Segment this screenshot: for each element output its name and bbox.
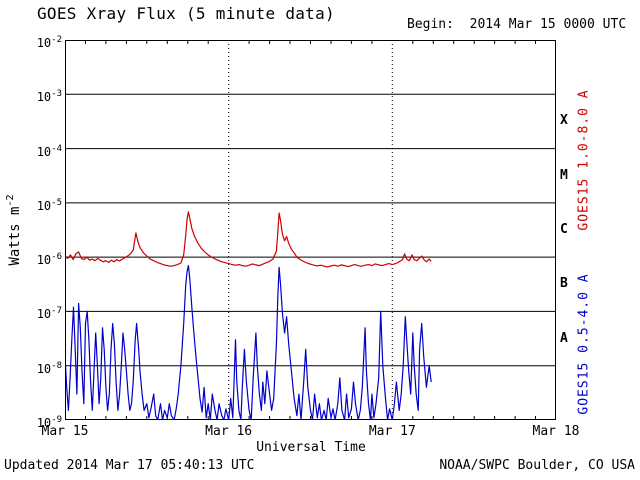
y-tick-label: 10-5 <box>36 197 62 213</box>
x-axis-label: Universal Time <box>256 440 366 455</box>
begin-label: Begin: 2014 Mar 15 0000 UTC <box>407 17 627 32</box>
page-title: GOES Xray Flux (5 minute data) <box>37 4 335 23</box>
source-attribution: NOAA/SWPC Boulder, CO USA <box>439 458 635 473</box>
y-axis-label: Watts m-2 <box>5 194 23 265</box>
x-tick-label: Mar 16 <box>205 424 253 439</box>
y-tick-label: 10-7 <box>36 306 62 322</box>
x-tick-label: Mar 18 <box>532 424 580 439</box>
flux-class-label: X <box>560 113 568 129</box>
plot-svg <box>64 40 556 421</box>
x-tick-label: Mar 17 <box>368 424 416 439</box>
flux-class-label: C <box>560 222 568 237</box>
y-tick-label: 10-8 <box>36 360 62 376</box>
y-tick-label: 10-9 <box>36 415 62 430</box>
y-tick-label: 10-4 <box>36 143 62 159</box>
red-series-label: GOES15 1.0-8.0 A <box>576 89 592 231</box>
flux-class-label: B <box>560 276 568 292</box>
y-axis-label-base: Watts m <box>6 206 23 266</box>
blue-series-label: GOES15 0.5-4.0 A <box>576 273 592 415</box>
y-tick-label: 10-2 <box>36 35 62 50</box>
flux-class-label: A <box>560 330 568 346</box>
flux-class-label: M <box>560 167 568 183</box>
x-tick-label: Mar 15 <box>41 424 89 439</box>
y-tick-label: 10-3 <box>36 89 62 105</box>
plot-area <box>64 40 556 421</box>
y-axis-label-exponent: -2 <box>5 194 17 207</box>
y-tick-label: 10-6 <box>36 252 62 268</box>
updated-timestamp: Updated 2014 Mar 17 05:40:13 UTC <box>4 458 255 473</box>
